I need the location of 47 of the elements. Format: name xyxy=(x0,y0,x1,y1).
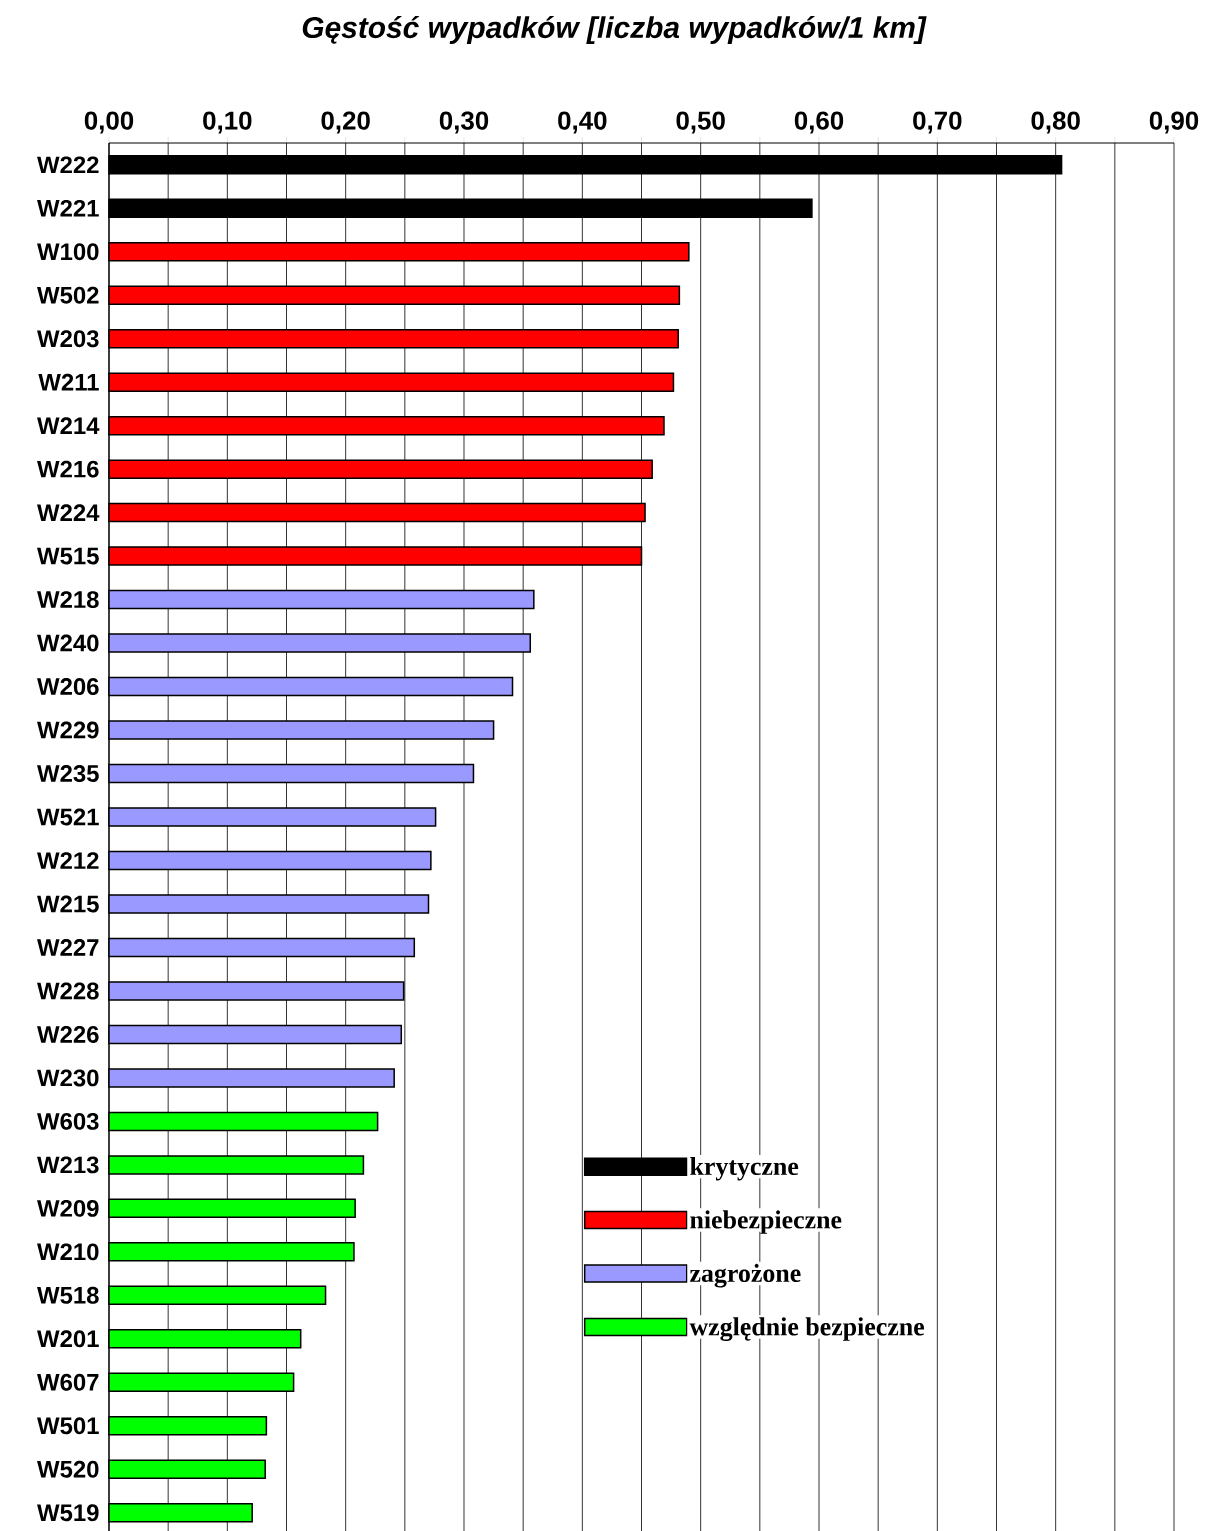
x-tick-label: 0,70 xyxy=(913,111,962,134)
y-tick-label: W518 xyxy=(37,1286,99,1304)
y-tick-label: W226 xyxy=(37,1025,99,1043)
legend-label: względnie bezpieczne xyxy=(689,1317,925,1341)
y-tick-label: W227 xyxy=(37,939,99,956)
y-tick-label: W218 xyxy=(37,591,99,609)
y-tick-label: W515 xyxy=(37,547,99,565)
y-tick-label: W221 xyxy=(37,199,99,217)
y-tick-label: W216 xyxy=(37,460,99,478)
y-tick-label: W211 xyxy=(38,373,99,391)
x-tick-label: 0,00 xyxy=(84,111,134,134)
x-tick-label: 0,40 xyxy=(558,111,607,134)
y-tick-label: W501 xyxy=(37,1417,99,1435)
legend-label: zagrożone xyxy=(689,1263,801,1288)
x-tick-label: 0,50 xyxy=(676,111,725,134)
y-tick-label: W224 xyxy=(37,504,100,521)
y-tick-label: W212 xyxy=(37,852,99,869)
x-tick-label: 0,60 xyxy=(794,111,844,134)
x-tick-label: 0,30 xyxy=(439,111,489,134)
y-tick-label: W521 xyxy=(37,808,99,826)
chart-title: Gęstość wypadków [liczba wypadków/1 km] xyxy=(302,15,927,45)
y-tick-label: W210 xyxy=(37,1243,99,1261)
y-tick-label: W228 xyxy=(37,982,99,1000)
x-tick-label: 0,10 xyxy=(203,111,252,134)
y-tick-label: W519 xyxy=(37,1504,99,1522)
x-tick-label: 0,80 xyxy=(1031,111,1080,134)
y-tick-label: W230 xyxy=(37,1069,99,1087)
legend-label: krytyczne xyxy=(690,1156,799,1181)
y-tick-label: W203 xyxy=(37,330,99,348)
x-tick-label: 0,20 xyxy=(321,111,370,134)
y-tick-label: W603 xyxy=(37,1112,99,1130)
y-tick-label: W214 xyxy=(37,417,100,434)
y-tick-label: W213 xyxy=(37,1156,99,1174)
y-tick-label: W520 xyxy=(37,1460,99,1478)
y-tick-label: W100 xyxy=(37,243,99,261)
y-tick-label: W206 xyxy=(37,678,99,696)
y-tick-label: W235 xyxy=(37,765,99,782)
x-tick-label: 0,90 xyxy=(1149,111,1199,134)
legend-label: niebezpieczne xyxy=(690,1210,842,1234)
y-tick-label: W201 xyxy=(37,1330,99,1348)
y-tick-label: W209 xyxy=(37,1199,99,1217)
y-tick-label: W215 xyxy=(37,895,99,913)
y-tick-label: W607 xyxy=(37,1373,99,1391)
y-tick-label: W222 xyxy=(37,156,99,174)
y-tick-label: W229 xyxy=(37,721,99,739)
y-tick-label: W240 xyxy=(37,634,99,652)
y-tick-label: W502 xyxy=(37,286,99,304)
